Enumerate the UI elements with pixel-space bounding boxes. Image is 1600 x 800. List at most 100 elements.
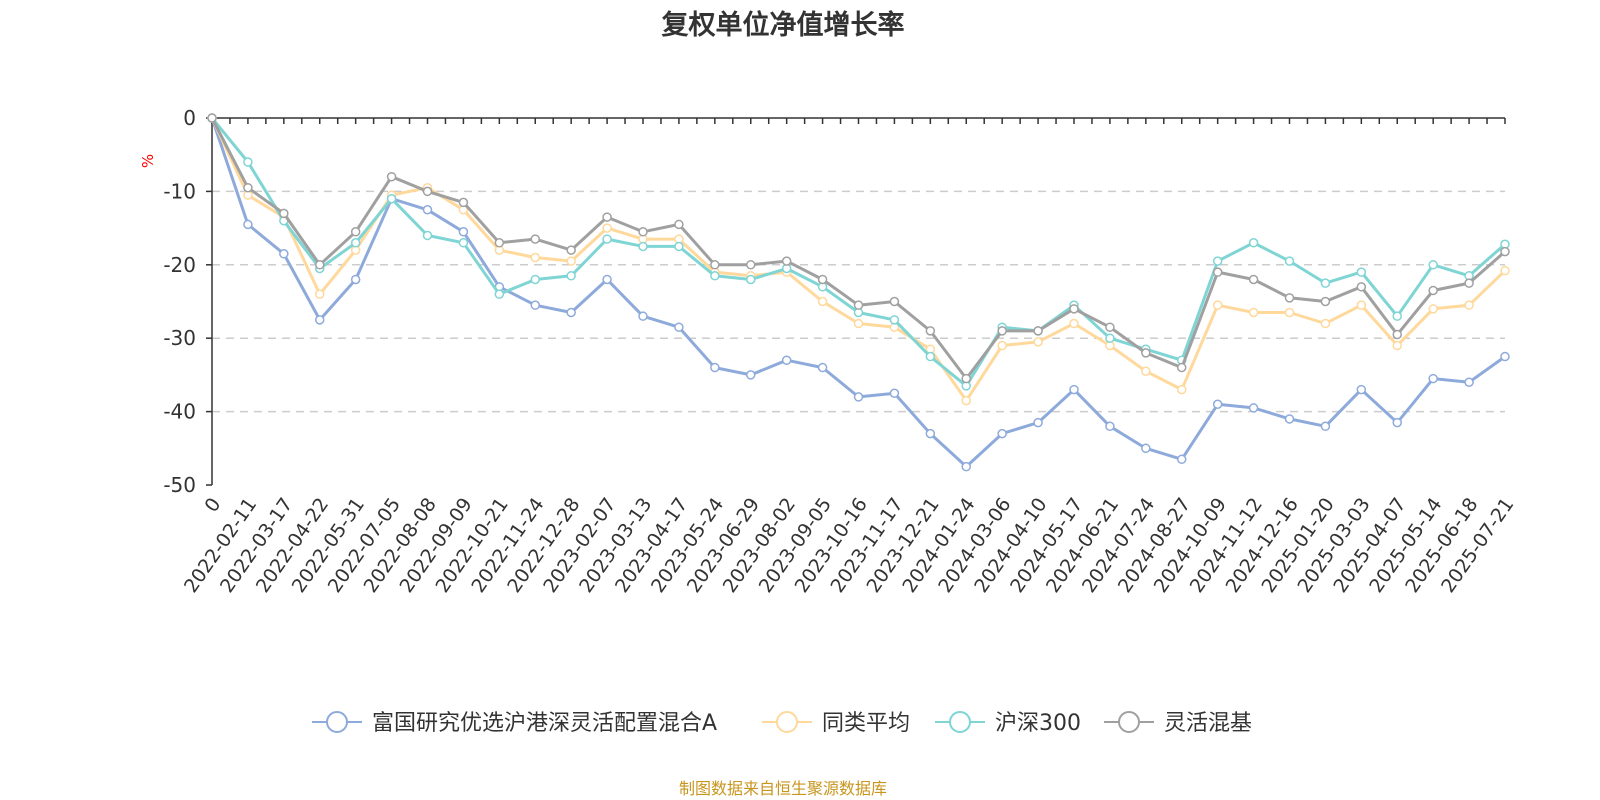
- data-point: [1069, 384, 1079, 395]
- data-point: [961, 461, 971, 472]
- data-point: [1464, 278, 1474, 288]
- data-point: [279, 208, 289, 219]
- data-point: [1105, 322, 1115, 332]
- data-point: [386, 171, 397, 182]
- legend-marker: [1118, 711, 1140, 733]
- data-point: [1500, 351, 1510, 362]
- data-point: [494, 238, 505, 248]
- data-point: [1212, 267, 1223, 277]
- data-point: [1177, 384, 1187, 395]
- data-point: [1356, 384, 1367, 395]
- y-tick-label: -10: [163, 179, 196, 203]
- data-point: [350, 238, 361, 248]
- series-group: [207, 113, 1510, 472]
- legend-label: 同类平均: [822, 711, 910, 736]
- data-point: [243, 182, 253, 193]
- data-point: [1464, 377, 1474, 387]
- data-point: [1320, 296, 1331, 307]
- data-point: [458, 227, 469, 237]
- data-point: [422, 230, 433, 241]
- data-point: [1105, 333, 1115, 343]
- data-point: [1033, 326, 1043, 336]
- chart-title: 复权单位净值增长率: [662, 9, 905, 41]
- data-point: [1212, 256, 1223, 266]
- data-point: [1248, 307, 1259, 318]
- data-point: [925, 428, 936, 439]
- data-point: [422, 205, 433, 215]
- x-tick-label: 0: [200, 494, 225, 517]
- data-point: [494, 289, 505, 299]
- data-point: [674, 322, 684, 332]
- axes: [206, 117, 1506, 486]
- data-point: [1392, 340, 1402, 351]
- data-point: [961, 395, 971, 406]
- data-point: [1392, 329, 1402, 340]
- data-point: [1284, 414, 1295, 424]
- series-line: [210, 117, 1506, 388]
- data-point: [1356, 267, 1367, 277]
- legend-label: 灵活混基: [1164, 711, 1252, 736]
- data-point: [746, 370, 756, 380]
- data-point: [1320, 278, 1331, 288]
- series-line: [210, 117, 1506, 469]
- data-point: [350, 274, 361, 285]
- data-point: [566, 256, 576, 266]
- data-point: [889, 296, 900, 307]
- data-point: [710, 362, 720, 373]
- data-point: [853, 318, 864, 329]
- y-tick-label: 0: [183, 106, 196, 130]
- data-point: [1141, 443, 1151, 454]
- data-point: [925, 326, 936, 336]
- legend-marker: [776, 711, 798, 733]
- data-point: [1105, 421, 1115, 432]
- data-point: [1141, 366, 1151, 376]
- data-point: [638, 241, 648, 252]
- data-point: [1177, 454, 1187, 465]
- data-point: [1069, 304, 1079, 314]
- data-point: [997, 340, 1007, 351]
- data-point: [458, 197, 469, 208]
- data-point: [925, 351, 936, 362]
- legend: 富国研究优选沪港深灵活配置混合A 同类平均 沪深300 灵活混基: [312, 711, 1252, 736]
- data-point: [853, 300, 864, 310]
- data-point: [1356, 282, 1367, 292]
- legend-label: 富国研究优选沪港深灵活配置混合A: [372, 711, 717, 736]
- data-point: [638, 227, 648, 237]
- y-tick-label: -20: [163, 253, 196, 277]
- data-point: [1500, 265, 1510, 276]
- data-point: [853, 392, 864, 402]
- data-point: [530, 300, 540, 310]
- data-point: [602, 212, 612, 222]
- data-point: [674, 241, 684, 252]
- data-point: [1320, 318, 1331, 329]
- data-point: [1033, 337, 1043, 347]
- data-point: [1392, 311, 1402, 321]
- y-axis-unit: %: [139, 154, 157, 168]
- data-point: [530, 274, 540, 285]
- data-point: [638, 311, 648, 321]
- data-point: [710, 271, 720, 281]
- data-point: [422, 186, 433, 197]
- data-point: [710, 260, 720, 270]
- data-point: [566, 307, 576, 318]
- data-point: [530, 252, 540, 263]
- data-point: [243, 219, 253, 230]
- data-point: [817, 296, 828, 307]
- data-point: [961, 373, 971, 384]
- data-point: [817, 274, 828, 285]
- data-point: [350, 227, 361, 237]
- data-point: [566, 245, 576, 255]
- data-point: [1177, 362, 1187, 373]
- data-point: [1069, 318, 1079, 329]
- data-point: [243, 157, 253, 167]
- y-tick-label: -40: [163, 400, 196, 424]
- data-point: [1248, 403, 1259, 413]
- data-point: [997, 326, 1007, 336]
- data-point: [1392, 417, 1402, 428]
- data-point: [315, 260, 325, 270]
- data-point: [1428, 260, 1438, 270]
- data-point: [1284, 307, 1295, 318]
- data-point: [315, 315, 325, 325]
